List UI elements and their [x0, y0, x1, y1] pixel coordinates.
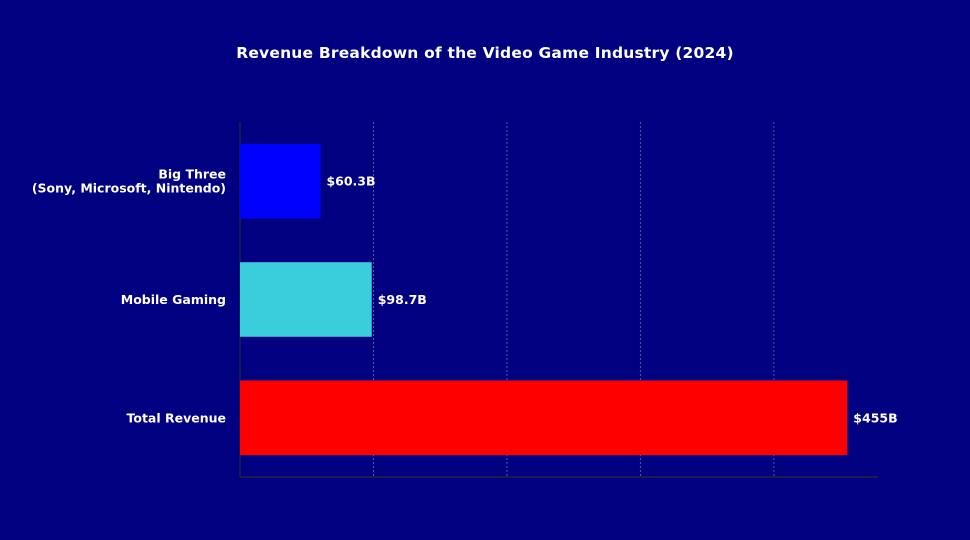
bars — [240, 143, 848, 456]
value-label: $60.3B — [326, 174, 375, 189]
grid-lines — [372, 122, 775, 477]
bar — [240, 380, 848, 456]
category-label: Mobile Gaming — [121, 292, 226, 307]
chart-title: Revenue Breakdown of the Video Game Indu… — [236, 44, 734, 62]
value-labels: $60.3B $98.7B $455B — [326, 174, 897, 426]
category-label: Big Three (Sony, Microsoft, Nintendo) — [32, 167, 226, 196]
bar — [240, 262, 372, 337]
value-label: $98.7B — [378, 292, 427, 307]
category-labels: Big Three (Sony, Microsoft, Nintendo) Mobi… — [32, 167, 226, 426]
value-label: $455B — [853, 410, 897, 425]
category-label: Total Revenue — [126, 410, 226, 425]
bar — [240, 143, 321, 219]
